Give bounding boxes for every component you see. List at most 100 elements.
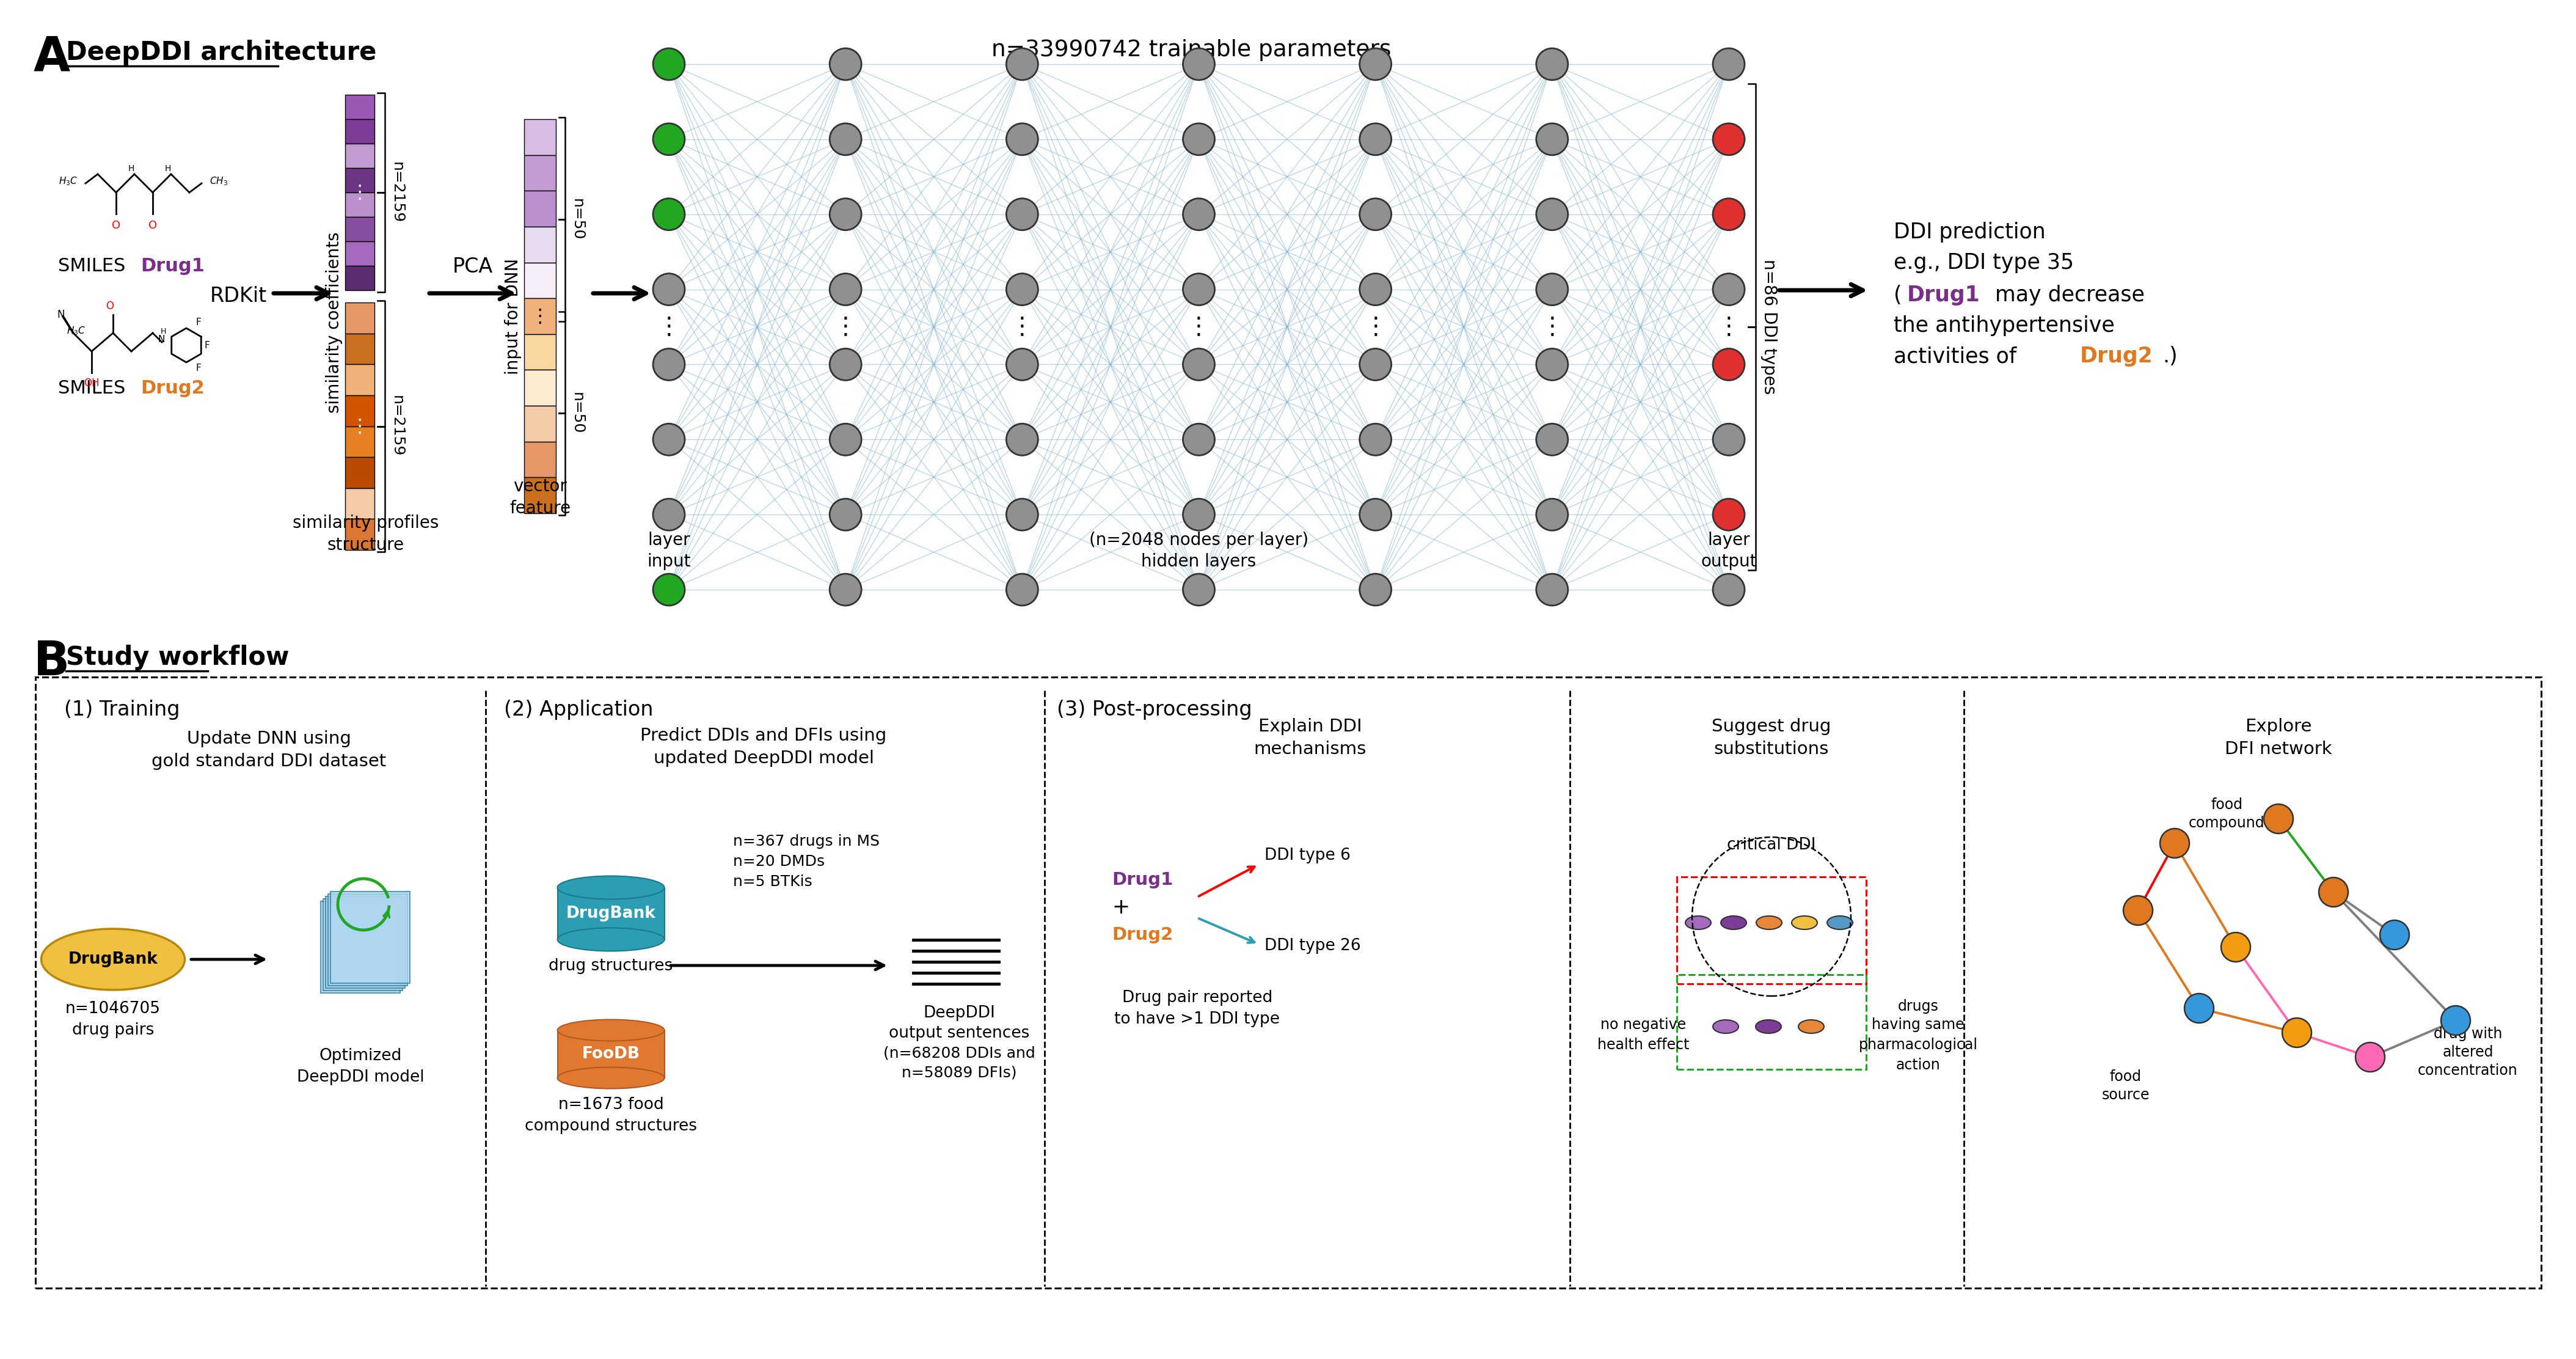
Bar — [345, 333, 374, 364]
Text: DrugBank: DrugBank — [67, 951, 157, 968]
Text: to have >1 DDI type: to have >1 DDI type — [1115, 1011, 1280, 1027]
Circle shape — [1360, 124, 1391, 155]
Circle shape — [829, 348, 860, 381]
Text: n=1673 food: n=1673 food — [559, 1097, 665, 1113]
Text: input for DNN: input for DNN — [505, 258, 523, 374]
Text: O: O — [111, 220, 121, 231]
Text: altered: altered — [2442, 1045, 2494, 1060]
Circle shape — [2221, 932, 2251, 962]
Text: similarity coefficients: similarity coefficients — [325, 231, 343, 413]
Text: H: H — [129, 164, 134, 173]
Text: no negative: no negative — [1600, 1018, 1687, 1031]
Text: concentration: concentration — [2419, 1063, 2517, 1078]
Bar — [523, 370, 556, 406]
Circle shape — [1007, 573, 1038, 606]
Circle shape — [1535, 424, 1569, 455]
Text: layer: layer — [647, 531, 690, 549]
Bar — [345, 488, 374, 519]
Text: n=86 DDI types: n=86 DDI types — [1759, 260, 1777, 394]
Circle shape — [829, 424, 860, 455]
Text: Predict DDIs and DFIs using: Predict DDIs and DFIs using — [641, 727, 886, 745]
Text: O: O — [106, 300, 113, 311]
Text: n=20 DMDs: n=20 DMDs — [734, 855, 824, 868]
Ellipse shape — [1757, 916, 1783, 930]
Text: ⋮: ⋮ — [1188, 315, 1211, 338]
Circle shape — [1182, 348, 1216, 381]
Bar — [36, 677, 2540, 1288]
Circle shape — [829, 49, 860, 80]
Bar — [319, 901, 399, 993]
Text: may decrease: may decrease — [1989, 285, 2146, 306]
Text: Optimized: Optimized — [319, 1048, 402, 1064]
Circle shape — [652, 424, 685, 455]
Text: source: source — [2102, 1087, 2151, 1102]
Bar — [345, 95, 374, 120]
Circle shape — [829, 499, 860, 530]
Circle shape — [652, 49, 685, 80]
Text: FooDB: FooDB — [582, 1046, 639, 1061]
Text: e.g., DDI type 35: e.g., DDI type 35 — [1893, 253, 2074, 273]
Circle shape — [1360, 198, 1391, 230]
Text: drug with: drug with — [2434, 1026, 2501, 1041]
Text: n=1046705: n=1046705 — [64, 1002, 160, 1017]
Text: $CH_3$: $CH_3$ — [209, 175, 227, 188]
Text: F: F — [196, 318, 201, 328]
Bar — [523, 262, 556, 299]
Bar — [345, 364, 374, 395]
Circle shape — [829, 198, 860, 230]
Text: B: B — [33, 639, 70, 685]
Text: n=2159: n=2159 — [389, 395, 404, 457]
Circle shape — [2282, 1018, 2311, 1048]
Circle shape — [1007, 124, 1038, 155]
Text: Study workflow: Study workflow — [67, 644, 289, 670]
Text: Explain DDI: Explain DDI — [1260, 718, 1363, 735]
Circle shape — [2161, 829, 2190, 858]
Bar — [345, 242, 374, 266]
Circle shape — [829, 273, 860, 306]
Text: compound: compound — [2190, 815, 2264, 830]
Circle shape — [2123, 896, 2154, 925]
Text: substitutions: substitutions — [1713, 741, 1829, 758]
Text: DrugBank: DrugBank — [567, 905, 657, 921]
Text: Drug2: Drug2 — [2079, 345, 2154, 367]
Bar — [345, 120, 374, 144]
Text: drug pairs: drug pairs — [72, 1022, 155, 1038]
Text: action: action — [1896, 1057, 1940, 1072]
Text: having same: having same — [1873, 1018, 1965, 1031]
Text: input: input — [647, 553, 690, 571]
Text: .): .) — [2161, 345, 2177, 367]
Text: SMILES: SMILES — [59, 257, 126, 275]
Text: +: + — [1113, 897, 1128, 917]
Bar — [523, 334, 556, 370]
Text: DDI prediction: DDI prediction — [1893, 222, 2045, 243]
Text: n=50: n=50 — [569, 198, 585, 241]
Bar — [322, 898, 402, 991]
Text: (3) Post-processing: (3) Post-processing — [1056, 700, 1252, 720]
Circle shape — [1007, 198, 1038, 230]
Bar — [523, 190, 556, 227]
Circle shape — [2442, 1006, 2470, 1036]
Text: the antihypertensive: the antihypertensive — [1893, 315, 2115, 336]
Text: $H_3C$: $H_3C$ — [67, 326, 85, 337]
Text: OH: OH — [85, 378, 100, 389]
Text: ⋮: ⋮ — [835, 315, 858, 338]
Text: n=2159: n=2159 — [389, 162, 404, 223]
Text: ⋮: ⋮ — [350, 417, 368, 435]
Ellipse shape — [556, 1019, 665, 1041]
Circle shape — [2264, 805, 2293, 833]
Circle shape — [1007, 348, 1038, 381]
Text: ⋮: ⋮ — [1540, 315, 1564, 338]
Bar — [556, 887, 665, 939]
Circle shape — [1535, 49, 1569, 80]
Bar — [345, 519, 374, 550]
Bar — [330, 892, 410, 983]
Ellipse shape — [556, 928, 665, 951]
Ellipse shape — [556, 1067, 665, 1089]
Bar — [345, 395, 374, 427]
Text: $H_3C$: $H_3C$ — [59, 175, 77, 188]
Circle shape — [1713, 424, 1744, 455]
Text: hidden layers: hidden layers — [1141, 553, 1257, 571]
Circle shape — [1535, 348, 1569, 381]
Text: vector: vector — [513, 478, 567, 495]
Bar — [345, 457, 374, 488]
